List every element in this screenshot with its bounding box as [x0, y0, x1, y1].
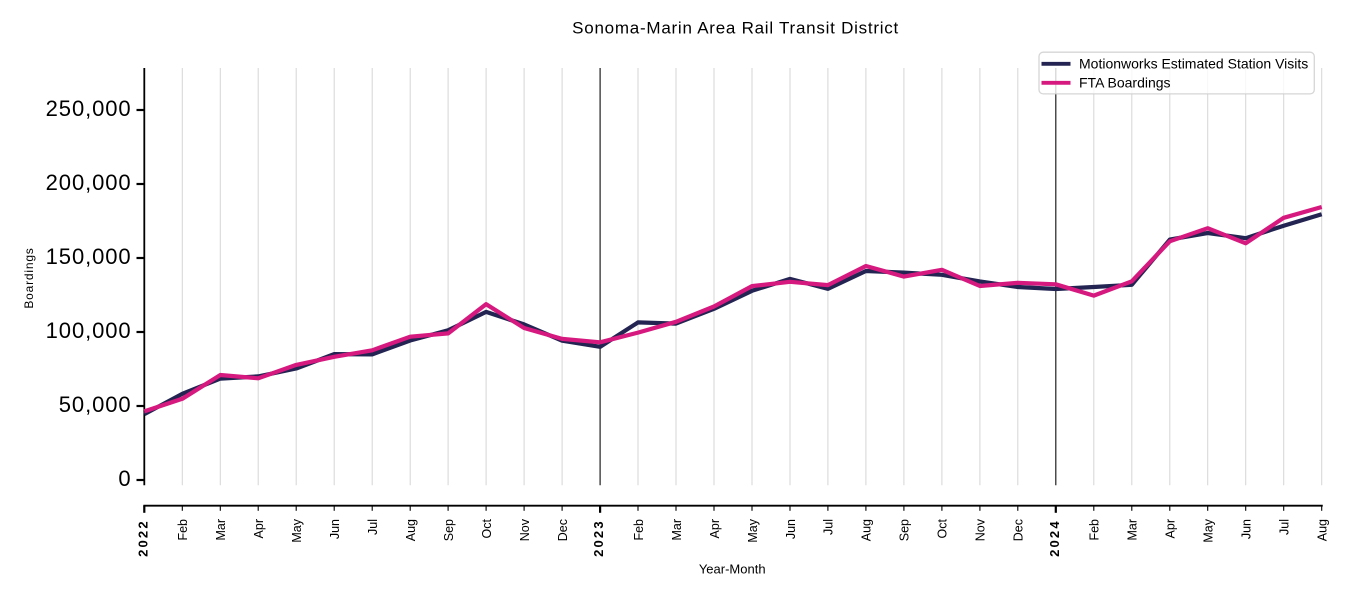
svg-text:250,000: 250,000	[46, 96, 132, 121]
svg-text:Dec: Dec	[556, 519, 570, 541]
svg-text:Feb: Feb	[632, 519, 646, 541]
svg-text:Oct: Oct	[480, 518, 494, 538]
svg-text:Dec: Dec	[1012, 519, 1026, 541]
svg-text:100,000: 100,000	[46, 318, 132, 343]
svg-text:Jun: Jun	[784, 519, 798, 539]
svg-text:Aug: Aug	[404, 519, 418, 541]
svg-text:200,000: 200,000	[46, 170, 132, 195]
svg-text:FTA Boardings: FTA Boardings	[1079, 75, 1171, 91]
svg-text:Apr: Apr	[252, 519, 266, 538]
svg-text:Apr: Apr	[708, 519, 722, 538]
svg-text:2024: 2024	[1047, 519, 1062, 557]
svg-text:Nov: Nov	[518, 518, 532, 541]
svg-text:Jun: Jun	[1240, 519, 1254, 539]
svg-text:Mar: Mar	[1126, 519, 1140, 541]
svg-text:Jul: Jul	[366, 519, 380, 535]
svg-text:2022: 2022	[135, 519, 150, 557]
svg-text:May: May	[746, 518, 760, 542]
svg-text:Motionworks Estimated Station: Motionworks Estimated Station Visits	[1079, 56, 1308, 72]
svg-text:May: May	[1202, 518, 1216, 542]
svg-text:Aug: Aug	[1316, 519, 1330, 541]
svg-text:Mar: Mar	[670, 519, 684, 541]
svg-text:May: May	[290, 518, 304, 542]
svg-text:Jul: Jul	[1278, 519, 1292, 535]
svg-text:Mar: Mar	[214, 519, 228, 541]
svg-text:50,000: 50,000	[59, 392, 132, 417]
svg-text:0: 0	[118, 466, 131, 491]
svg-text:Feb: Feb	[1088, 519, 1102, 541]
svg-text:2023: 2023	[591, 519, 606, 557]
svg-text:Oct: Oct	[936, 518, 950, 538]
svg-text:Apr: Apr	[1164, 519, 1178, 538]
svg-text:150,000: 150,000	[46, 244, 132, 269]
svg-text:Aug: Aug	[860, 519, 874, 541]
svg-text:Boardings: Boardings	[22, 247, 36, 308]
svg-text:Sep: Sep	[442, 519, 456, 541]
svg-text:Sonoma-Marin Area Rail Transit: Sonoma-Marin Area Rail Transit District	[572, 18, 899, 37]
svg-text:Year-Month: Year-Month	[699, 562, 766, 577]
svg-text:Nov: Nov	[974, 518, 988, 541]
svg-text:Sep: Sep	[898, 519, 912, 541]
svg-text:Jun: Jun	[328, 519, 342, 539]
svg-text:Feb: Feb	[176, 519, 190, 541]
svg-text:Jul: Jul	[822, 519, 836, 535]
